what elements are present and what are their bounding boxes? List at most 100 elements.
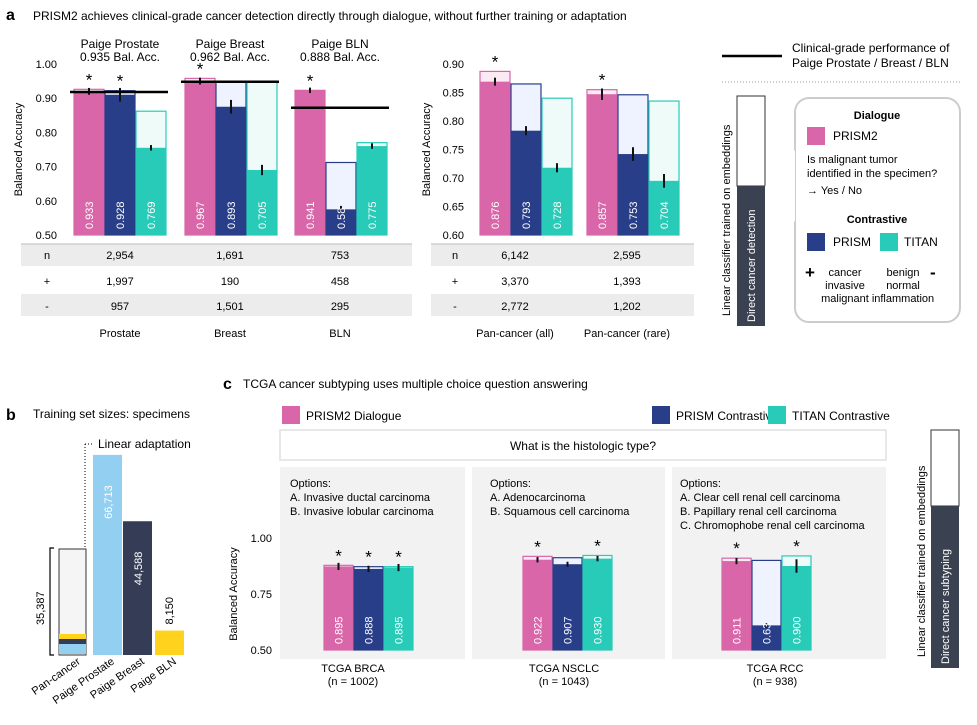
option-line: A. Adenocarcinoma (490, 492, 586, 504)
option-line: A. Invasive ductal carcinoma (290, 492, 431, 504)
significance-star: * (365, 548, 372, 567)
bar (523, 559, 552, 650)
bar (247, 170, 277, 235)
legend-question-line1: Is malignant tumor (807, 154, 898, 166)
group-c-n: (n = 1043) (539, 676, 589, 688)
table-left-cell: 190 (221, 276, 239, 288)
y-tick-label: 0.65 (443, 202, 464, 214)
legend-c-titan-label: TITAN Contrastive (792, 409, 890, 423)
panel-b-letter: b (6, 407, 16, 424)
y-axis-label: Balanced Accuracy (13, 102, 25, 196)
table-right-cell: 6,142 (501, 250, 529, 262)
options-header: Options: (490, 478, 531, 490)
bar (74, 91, 104, 235)
table-left-cell: 1,997 (106, 276, 134, 288)
data-label: 0.888 (364, 616, 376, 644)
significance-star: * (335, 546, 342, 565)
bar (511, 130, 541, 235)
bar (357, 146, 387, 235)
training-bar (155, 630, 184, 655)
table-right-label-plus: + (452, 276, 458, 288)
data-label: 0.900 (792, 616, 804, 644)
table-right-col-rare: Pan-cancer (rare) (584, 328, 670, 340)
training-bar (93, 454, 122, 655)
question-text: What is the histologic type? (510, 439, 656, 453)
legend-c-prism-label: PRISM Contrastive (676, 409, 778, 423)
table-right-cell: 3,370 (501, 276, 529, 288)
pan-cancer-bracket (49, 547, 54, 656)
legend-prism2-label: PRISM2 (833, 129, 878, 143)
table-right-cell: 2,772 (501, 301, 529, 313)
header-prostate-score: 0.935 Bal. Acc. (80, 50, 160, 64)
data-label: 0.941 (305, 201, 317, 229)
question-box (279, 429, 887, 461)
significance-star: * (594, 536, 601, 555)
table-left-col-breast: Breast (214, 328, 246, 340)
table-left-col-bln: BLN (329, 328, 350, 340)
legend-titan-swatch (880, 233, 898, 251)
bar (480, 81, 510, 235)
options-header: Options: (290, 478, 331, 490)
panel-a-title: PRISM2 achieves clinical-grade cancer de… (33, 9, 627, 23)
significance-star: * (117, 72, 124, 91)
y-tick-label: 0.60 (36, 196, 57, 208)
panel-b-title: Training set sizes: specimens (33, 407, 190, 421)
clinical-legend-line1: Clinical-grade performance of (792, 41, 950, 55)
significance-star: * (86, 70, 93, 89)
y-tick-label: 0.60 (443, 230, 464, 242)
data-label: 0.967 (195, 201, 207, 229)
y-tick-label: 0.90 (36, 93, 57, 105)
panel-a-letter: a (6, 7, 15, 24)
bar (649, 180, 679, 235)
table-right-col-all: Pan-cancer (all) (476, 328, 554, 340)
legend-plus-term: cancer (828, 267, 861, 279)
table-left-row-n-bg (21, 244, 412, 266)
training-bar-value: 66,713 (103, 485, 115, 519)
legend-minus-term: benign (886, 267, 919, 279)
data-label: 0.911 (732, 617, 744, 644)
data-label: 0.930 (593, 616, 605, 644)
data-label: 0.933 (84, 201, 96, 229)
table-left-row-minus-bg (21, 294, 412, 316)
data-label: 0.775 (367, 201, 379, 229)
y-tick-label: 1.00 (36, 59, 57, 71)
legend-dialogue-title: Dialogue (854, 110, 900, 122)
legend-pointer (765, 150, 795, 222)
data-label: 0.63 (762, 623, 774, 644)
legend-answer: → Yes / No (807, 185, 862, 197)
table-left-label-plus: + (44, 276, 50, 288)
data-label: 0.704 (659, 201, 671, 229)
bar (782, 566, 811, 650)
data-label: 0.753 (628, 201, 640, 229)
table-left-cell: 1,691 (216, 250, 244, 262)
data-label: 0.922 (533, 616, 545, 644)
pan-cancer-stack-blue (59, 644, 86, 654)
significance-star: * (733, 539, 740, 558)
bracket-value-label: 35,387 (35, 591, 47, 625)
bar (618, 154, 648, 235)
data-label: 0.793 (521, 201, 533, 229)
table-right-label-n: n (452, 250, 458, 262)
data-label: 0.58 (336, 208, 348, 229)
group-c-name: TCGA RCC (747, 663, 804, 675)
bar (136, 147, 166, 235)
y-tick-label: 0.80 (443, 116, 464, 128)
legend-minus-term: inflammation (872, 293, 934, 305)
table-left-cell: 458 (331, 276, 349, 288)
y-axis-label: Balanced Accuracy (228, 547, 240, 641)
training-bar-value: 8,150 (164, 597, 176, 625)
pan-cancer-stack-yellow (59, 634, 86, 639)
table-right-cell: 1,202 (613, 301, 641, 313)
side-bar-a-bottom (737, 186, 765, 326)
data-label: 0.907 (563, 616, 575, 644)
bar (587, 94, 617, 236)
option-line: B. Invasive lobular carcinoma (290, 506, 435, 518)
clinical-legend-line2: Paige Prostate / Breast / BLN (792, 56, 949, 70)
header-prostate-name: Paige Prostate (81, 37, 160, 51)
legend-plus-term: invasive (825, 280, 865, 292)
legend-plus-sign: + (805, 263, 815, 282)
panel-c-title: TCGA cancer subtyping uses multiple choi… (243, 377, 588, 391)
group-c-name: TCGA BRCA (321, 663, 385, 675)
y-axis-label: Balanced Accuracy (421, 102, 433, 196)
